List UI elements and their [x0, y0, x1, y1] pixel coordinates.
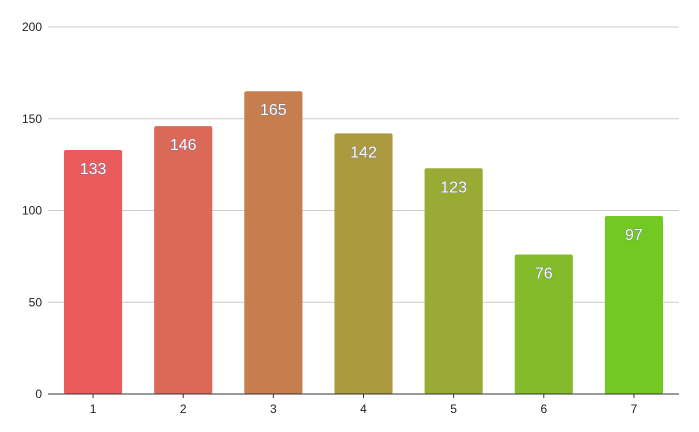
x-tick-label: 6 [540, 402, 547, 416]
bar-7 [604, 216, 663, 394]
bar-4 [334, 133, 393, 394]
data-label-2: 146 [170, 137, 197, 154]
x-tick-label: 5 [450, 402, 457, 416]
bar-layer [64, 91, 663, 394]
bar-6 [514, 254, 573, 394]
bar-2 [154, 126, 213, 394]
y-tick-label: 50 [29, 295, 43, 309]
data-label-5: 123 [440, 179, 467, 196]
data-label-1: 133 [80, 161, 107, 178]
x-tick-label: 4 [360, 402, 367, 416]
data-label-3: 165 [260, 102, 287, 119]
label-layer: 133 146 165 142 123 76 97 [79, 102, 643, 283]
y-tick-label: 0 [35, 387, 42, 401]
data-label-6: 76 [535, 266, 553, 283]
x-tick-label: 1 [90, 402, 97, 416]
x-tick-label: 3 [270, 402, 277, 416]
data-label-4: 142 [350, 144, 377, 161]
y-tick-label: 150 [22, 112, 42, 126]
data-label-7: 97 [625, 227, 643, 244]
bar-1 [64, 149, 123, 394]
x-tick-label: 7 [631, 402, 638, 416]
x-tick-label: 2 [180, 402, 187, 416]
bar-5 [424, 168, 483, 394]
y-tick-label: 200 [22, 20, 42, 34]
bar-3 [244, 91, 303, 394]
y-tick-label: 100 [22, 204, 42, 218]
